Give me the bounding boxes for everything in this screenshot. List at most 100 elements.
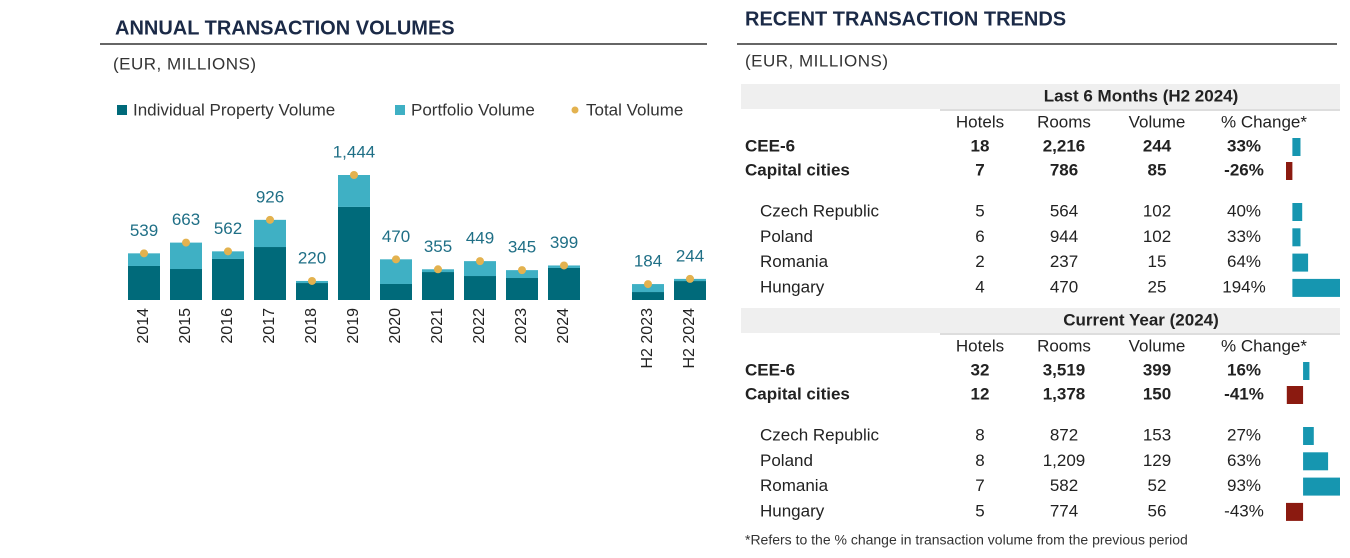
x-tick-label: 2015	[177, 308, 194, 344]
cell-rooms: 3,519	[1043, 360, 1086, 379]
row-name: Capital cities	[745, 160, 850, 179]
cell-hotels: 5	[975, 501, 984, 520]
value-label: 926	[256, 187, 284, 206]
change-bar	[1303, 477, 1340, 496]
bar-segment	[296, 283, 328, 300]
cell-rooms: 2,216	[1043, 136, 1086, 155]
column-header: Rooms	[1037, 336, 1091, 355]
cell-hotels: 8	[975, 425, 984, 444]
cell-volume: 102	[1143, 201, 1171, 220]
change-bar	[1303, 452, 1329, 471]
cell-change: 40%	[1227, 201, 1261, 220]
cell-hotels: 7	[975, 160, 984, 179]
x-tick-label: 2023	[513, 308, 530, 344]
row-name: Poland	[760, 451, 813, 470]
change-bar	[1292, 203, 1303, 221]
legend-label: Total Volume	[586, 100, 683, 119]
change-bar	[1292, 253, 1309, 272]
cell-rooms: 582	[1050, 476, 1078, 495]
cell-hotels: 6	[975, 227, 984, 246]
cell-change: -26%	[1224, 160, 1264, 179]
cell-volume: 150	[1143, 384, 1171, 403]
change-bar	[1286, 162, 1293, 180]
x-tick-label: H2 2024	[681, 308, 698, 369]
change-bar	[1292, 138, 1301, 156]
cell-volume: 153	[1143, 425, 1171, 444]
cell-rooms: 1,209	[1043, 451, 1086, 470]
value-label: 539	[130, 221, 158, 240]
row-name: CEE-6	[745, 136, 795, 155]
bar-segment	[548, 267, 580, 300]
cell-change: 63%	[1227, 451, 1261, 470]
row-name: Romania	[760, 252, 829, 271]
cell-volume: 129	[1143, 451, 1171, 470]
cell-change: 27%	[1227, 425, 1261, 444]
bar-segment	[338, 206, 370, 300]
cell-hotels: 5	[975, 201, 984, 220]
cell-change: 16%	[1227, 360, 1261, 379]
x-tick-label: 2020	[387, 308, 404, 344]
column-header: Volume	[1129, 336, 1186, 355]
cell-rooms: 774	[1050, 501, 1078, 520]
cell-volume: 85	[1148, 160, 1167, 179]
bar-segment	[674, 281, 706, 300]
bar-segment	[170, 269, 202, 300]
bar-segment	[506, 278, 538, 300]
row-name: Czech Republic	[760, 425, 880, 444]
total-dot	[140, 249, 148, 258]
cell-volume: 52	[1148, 476, 1167, 495]
value-label: 345	[508, 238, 536, 257]
column-header: % Change*	[1221, 112, 1307, 131]
cell-change: 93%	[1227, 476, 1261, 495]
change-bar	[1286, 386, 1304, 404]
cell-rooms: 470	[1050, 277, 1078, 296]
x-tick-label: 2014	[135, 308, 152, 344]
total-dot	[644, 280, 652, 289]
bar-segment	[212, 258, 244, 300]
value-label: 562	[214, 219, 242, 238]
cell-hotels: 7	[975, 476, 984, 495]
row-name: Czech Republic	[760, 201, 880, 220]
x-tick-label: 2018	[303, 308, 320, 344]
cell-hotels: 2	[975, 252, 984, 271]
bar-segment	[170, 242, 202, 270]
total-dot	[350, 171, 358, 179]
total-dot	[224, 247, 232, 256]
legend-swatch	[571, 106, 579, 114]
cell-hotels: 32	[971, 360, 990, 379]
section-band	[741, 84, 1340, 109]
x-tick-label: 2019	[345, 308, 362, 344]
row-name: Capital cities	[745, 384, 850, 403]
cell-rooms: 786	[1050, 160, 1078, 179]
x-tick-label: 2021	[429, 308, 446, 344]
x-tick-label: 2016	[219, 308, 236, 344]
cell-rooms: 564	[1050, 201, 1078, 220]
section-title: Current Year (2024)	[1063, 310, 1219, 329]
cell-volume: 399	[1143, 360, 1171, 379]
value-label: 470	[382, 227, 410, 246]
bar-segment	[464, 276, 496, 300]
value-label: 184	[634, 252, 662, 271]
total-dot	[518, 266, 526, 275]
cell-rooms: 237	[1050, 252, 1078, 271]
bar-segment	[380, 283, 412, 300]
cell-rooms: 1,378	[1043, 384, 1086, 403]
legend-label: Portfolio Volume	[411, 100, 535, 119]
bar-segment	[422, 272, 454, 300]
bar-segment	[128, 265, 160, 300]
section-band	[741, 308, 1340, 333]
footnote: *Refers to the % change in transaction v…	[745, 532, 1188, 548]
cell-volume: 102	[1143, 227, 1171, 246]
section-title: Last 6 Months (H2 2024)	[1044, 86, 1239, 105]
column-header: Hotels	[956, 336, 1004, 355]
cell-volume: 244	[1143, 136, 1172, 155]
total-dot	[392, 255, 400, 264]
value-label: 663	[172, 210, 200, 229]
total-dot	[476, 257, 484, 266]
table-title: RECENT TRANSACTION TRENDS	[745, 8, 1066, 30]
row-name: CEE-6	[745, 360, 795, 379]
legend-swatch	[117, 105, 127, 115]
bar-segment	[632, 292, 664, 300]
row-name: Romania	[760, 476, 829, 495]
